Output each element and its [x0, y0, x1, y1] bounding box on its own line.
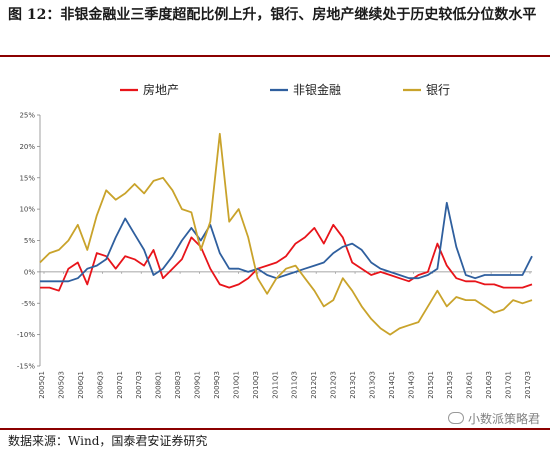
legend-label: 房地产 [143, 82, 179, 97]
y-axis: 25% 20% 15% 10% 5% 0% -5% -10% -15% [17, 112, 41, 371]
series-line-0 [40, 223, 533, 292]
x-tick-label: 2013Q3 [368, 371, 376, 399]
legend: 房地产 非银金融 银行 [120, 82, 450, 97]
x-tick-label: 2007Q3 [135, 371, 143, 399]
x-tick-label: 2015Q1 [427, 371, 435, 399]
series-line-2 [39, 132, 533, 336]
y-tick-label: 15% [19, 174, 35, 182]
line-chart: 房地产 非银金融 银行 25% 20% 15% 10% 5% 0% -5% -10% -15% 20… [17, 82, 533, 399]
bottom-rule [0, 428, 550, 430]
series-lines [39, 132, 533, 336]
y-tick-label: 20% [19, 143, 35, 151]
x-axis: 2005Q1 2005Q3 2006Q1 2006Q3 2007Q1 2007Q3 2008… [38, 271, 532, 399]
y-tick-label: -10% [17, 331, 35, 339]
x-tick-label: 2009Q3 [213, 371, 221, 399]
x-tick-label: 2005Q3 [57, 371, 65, 399]
x-tick-label: 2017Q1 [505, 371, 513, 399]
x-tick-label: 2012Q3 [330, 371, 338, 399]
x-tick-label: 2017Q3 [524, 371, 532, 399]
y-tick-label: -5% [21, 300, 35, 308]
source-note: 数据来源：Wind，国泰君安证券研究 [8, 434, 208, 448]
x-tick-label: 2016Q3 [485, 371, 493, 399]
x-tick-label: 2008Q3 [174, 371, 182, 399]
x-tick-label: 2007Q1 [116, 371, 124, 399]
x-tick-label: 2014Q3 [407, 371, 415, 399]
x-tick-label: 2008Q1 [155, 371, 163, 399]
y-tick-label: 10% [19, 206, 35, 214]
x-tick-label: 2011Q3 [291, 371, 299, 399]
x-tick-label: 2006Q3 [96, 371, 104, 399]
x-tick-label: 2013Q1 [349, 371, 357, 399]
x-tick-label: 2012Q1 [310, 371, 318, 399]
x-tick-label: 2006Q1 [77, 371, 85, 399]
wechat-icon [447, 412, 464, 424]
y-tick-label: 0% [24, 268, 35, 276]
y-tick-label: 25% [19, 112, 35, 120]
x-tick-label: 2010Q1 [232, 371, 240, 399]
series-line-1 [40, 201, 533, 283]
x-tick-label: 2010Q3 [252, 371, 260, 399]
x-tick-label: 2009Q1 [194, 371, 202, 399]
top-rule [0, 55, 550, 57]
x-tick-label: 2016Q1 [466, 371, 474, 399]
legend-label: 银行 [426, 83, 450, 97]
watermark: 小数派策略君 [447, 410, 540, 427]
x-tick-label: 2015Q3 [446, 371, 454, 399]
watermark-text: 小数派策略君 [467, 412, 540, 426]
legend-label: 非银金融 [293, 82, 341, 97]
y-tick-label: 5% [24, 237, 35, 245]
x-tick-label: 2014Q1 [388, 371, 396, 399]
x-tick-label: 2011Q1 [271, 371, 279, 399]
y-tick-label: -15% [17, 363, 35, 371]
x-tick-label: 2005Q1 [38, 371, 46, 399]
chart-title: 图 12：非银金融业三季度超配比例上升，银行、房地产继续处于历史较低分位数水平 [8, 7, 537, 23]
